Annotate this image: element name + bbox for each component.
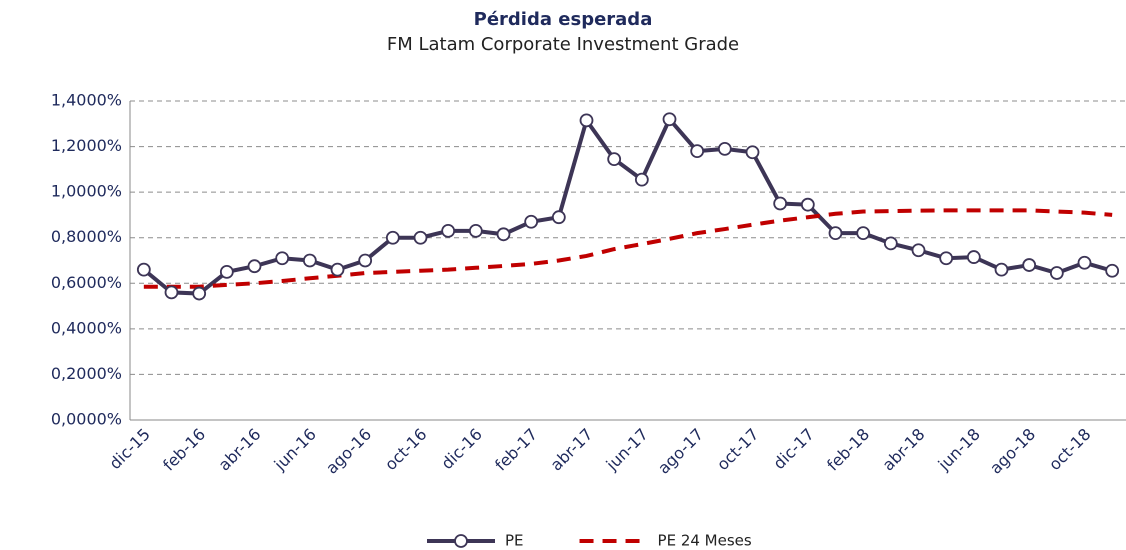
x-tick-label: abr-16 (215, 425, 265, 475)
point (828, 226, 843, 241)
point (579, 113, 594, 128)
point (164, 285, 179, 300)
y-tick-label: 1,2000% (51, 136, 122, 155)
chart-title: Pérdida esperada (474, 9, 653, 30)
x-tick-label: jun-17 (602, 425, 652, 475)
series-line (143, 208, 1113, 289)
y-tick-label: 1,4000% (51, 91, 122, 110)
point (385, 230, 400, 245)
point (524, 214, 539, 229)
point (634, 172, 649, 187)
point (219, 264, 234, 279)
point (496, 227, 511, 242)
y-tick-label: 0,8000% (51, 227, 122, 246)
x-tick-label: oct-18 (1045, 425, 1094, 474)
x-tick-label: oct-17 (713, 425, 762, 474)
x-tick-label: ago-16 (322, 425, 375, 478)
y-tick-label: 0,4000% (51, 318, 122, 337)
y-tick-label: 0,2000% (51, 364, 122, 383)
x-tick-label: abr-18 (879, 425, 929, 475)
x-tick-label: dic-17 (769, 425, 817, 473)
point (136, 262, 151, 277)
point (800, 197, 815, 212)
x-tick-label: feb-18 (823, 425, 873, 475)
point (1049, 266, 1064, 280)
y-tick-label: 0,6000% (51, 273, 122, 292)
point (994, 262, 1009, 277)
point (247, 259, 262, 274)
point (1022, 258, 1037, 272)
point (883, 236, 898, 251)
point (773, 196, 788, 211)
y-tick-label: 1,0000% (51, 182, 122, 201)
point (1077, 255, 1092, 270)
point (468, 223, 483, 238)
x-tick-label: ago-18 (986, 425, 1039, 478)
point (413, 230, 428, 245)
point (911, 243, 926, 258)
x-tick-label: jun-16 (270, 425, 320, 475)
x-tick-label: abr-17 (547, 425, 597, 475)
point (302, 253, 317, 268)
point (192, 286, 207, 301)
point (690, 144, 705, 159)
x-tick-label: feb-16 (159, 425, 209, 475)
legend-marker (454, 534, 468, 548)
point (551, 210, 566, 225)
x-tick-label: dic-15 (105, 425, 153, 473)
point (275, 251, 290, 266)
chart-subtitle: FM Latam Corporate Investment Grade (387, 34, 739, 55)
series-line (142, 115, 1113, 296)
legend-label: PE (505, 532, 524, 550)
point (856, 226, 871, 241)
point (939, 251, 954, 266)
point (745, 145, 760, 160)
x-tick-label: ago-17 (654, 425, 707, 478)
point (358, 253, 373, 268)
point (966, 250, 981, 264)
x-tick-label: oct-16 (381, 425, 430, 474)
point (607, 152, 622, 167)
point (1105, 263, 1120, 278)
point (441, 223, 456, 238)
point (717, 141, 732, 156)
point (662, 112, 677, 127)
x-tick-label: feb-17 (491, 425, 541, 475)
x-tick-label: jun-18 (934, 425, 984, 475)
x-tick-label: dic-16 (437, 425, 485, 473)
y-tick-label: 0,0000% (51, 410, 122, 429)
legend-label: PE 24 Meses (658, 532, 752, 550)
point (330, 262, 345, 277)
